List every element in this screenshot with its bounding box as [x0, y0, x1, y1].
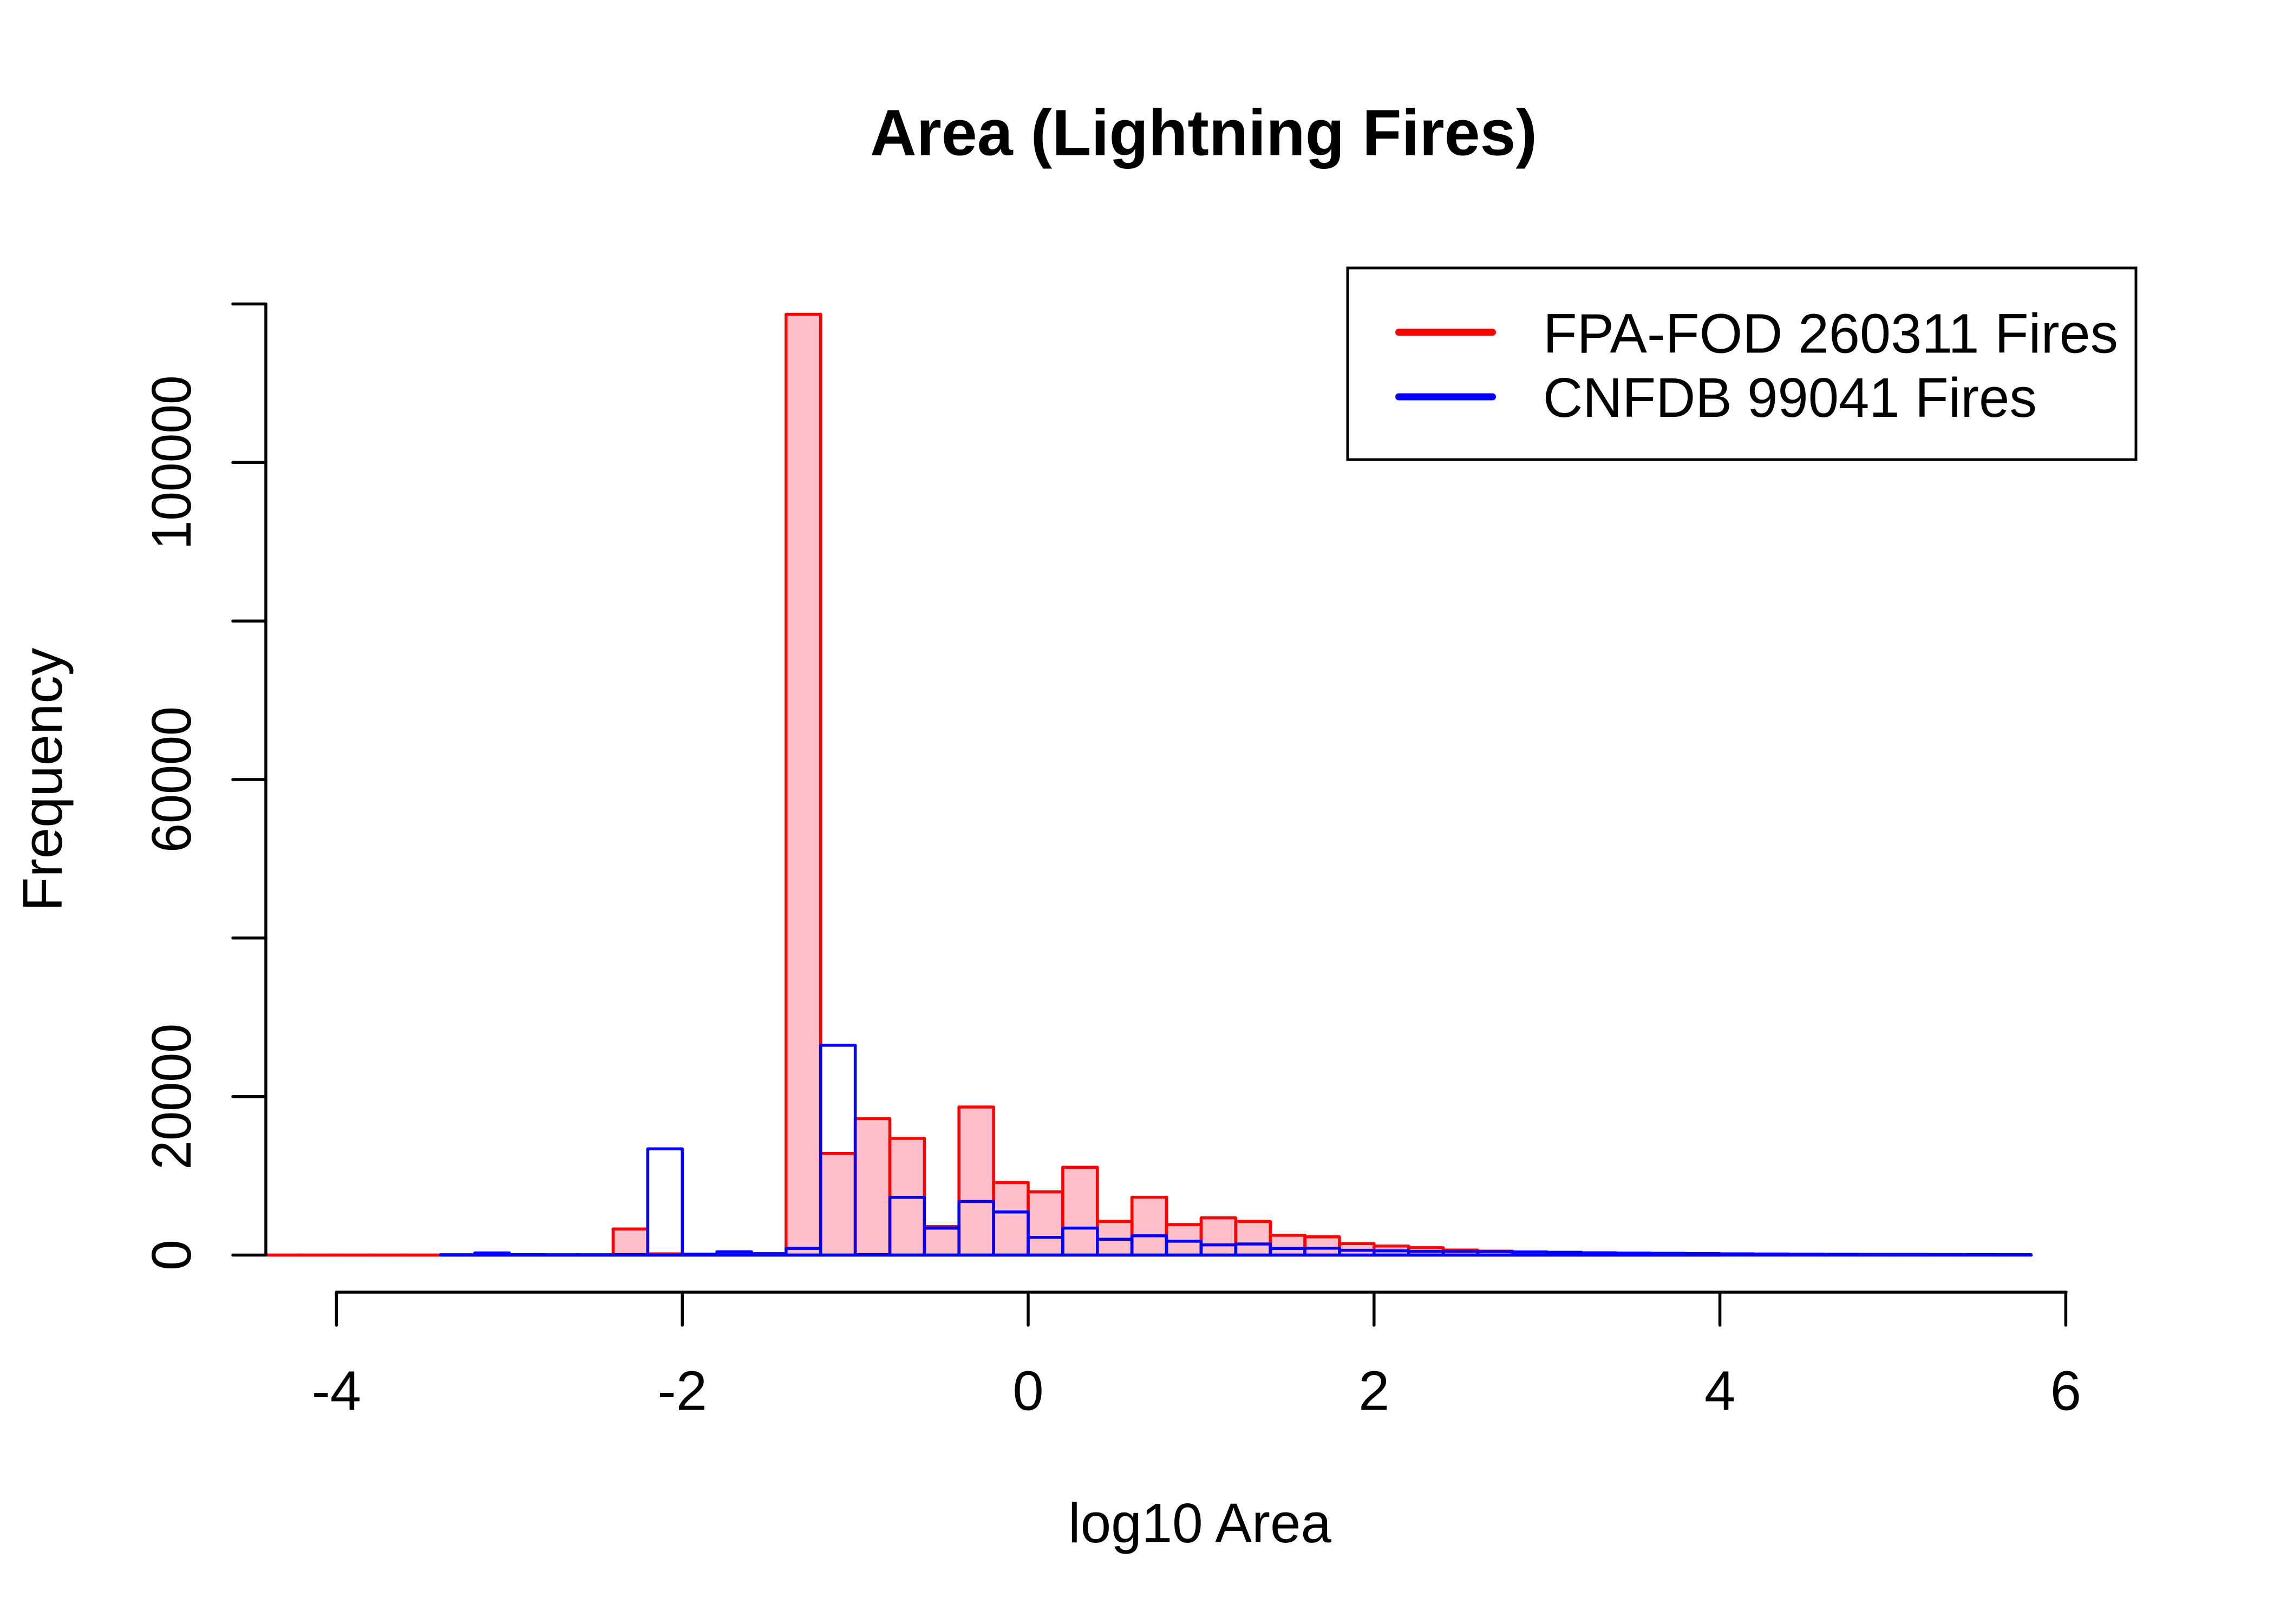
svg-text:CNFDB 99041 Fires: CNFDB 99041 Fires — [1543, 366, 2037, 429]
svg-text:60000: 60000 — [140, 706, 202, 853]
svg-text:-2: -2 — [657, 1360, 707, 1422]
svg-text:0: 0 — [1012, 1360, 1043, 1422]
svg-text:100000: 100000 — [140, 375, 202, 549]
svg-text:6: 6 — [2050, 1360, 2081, 1422]
svg-text:4: 4 — [1704, 1360, 1735, 1422]
svg-text:-4: -4 — [312, 1360, 362, 1422]
svg-text:FPA-FOD 260311 Fires: FPA-FOD 260311 Fires — [1543, 303, 2118, 365]
svg-text:20000: 20000 — [140, 1024, 202, 1170]
svg-text:log10 Area: log10 Area — [1068, 1492, 1332, 1554]
svg-text:Area (Lightning Fires): Area (Lightning Fires) — [870, 96, 1537, 169]
svg-text:2: 2 — [1358, 1360, 1389, 1422]
svg-text:0: 0 — [140, 1240, 202, 1271]
svg-text:Frequency: Frequency — [11, 647, 74, 911]
